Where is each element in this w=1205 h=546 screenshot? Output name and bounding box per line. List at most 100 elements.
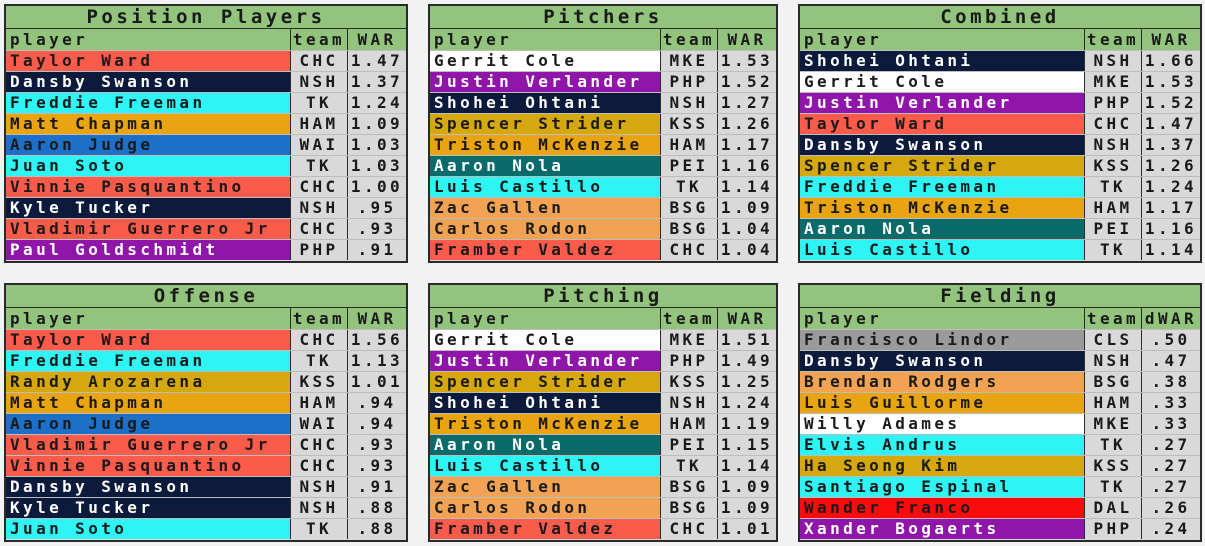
player-row: Aaron Nola PEI 1.16 <box>800 218 1200 239</box>
panel: Offense player team WAR Taylor Ward CHC 1.56 Fr… <box>4 283 408 542</box>
war: 1.52 <box>717 72 776 92</box>
player-name: Spencer Strider <box>430 114 660 134</box>
header-row: player team WAR <box>430 308 776 329</box>
player-row: Framber Valdez CHC 1.04 <box>430 239 776 260</box>
player-name: Vinnie Pasquantino <box>6 177 290 197</box>
table-body: Shohei Ohtani NSH 1.66 Gerrit Cole MKE 1.53 Ju… <box>800 50 1200 260</box>
player-name: Taylor Ward <box>6 51 290 71</box>
team: CHC <box>290 435 347 455</box>
player-row: Luis Castillo TK 1.14 <box>430 455 776 476</box>
player-row: Brendan Rodgers BSG .38 <box>800 371 1200 392</box>
column-header: team <box>290 29 347 50</box>
player-name: Taylor Ward <box>800 114 1084 134</box>
war: 1.16 <box>717 156 776 176</box>
team: PEI <box>660 156 717 176</box>
team: CHC <box>290 177 347 197</box>
war: 1.14 <box>717 177 776 197</box>
war: 1.09 <box>717 198 776 218</box>
player-row: Shohei Ohtani NSH 1.66 <box>800 50 1200 71</box>
war: .93 <box>347 219 406 239</box>
team: HAM <box>1084 198 1141 218</box>
team: KSS <box>660 372 717 392</box>
team: WAI <box>290 135 347 155</box>
column-header: WAR <box>347 308 406 329</box>
team: PHP <box>290 240 347 260</box>
player-name: Dansby Swanson <box>6 477 290 497</box>
player-row: Juan Soto TK .88 <box>6 518 406 539</box>
player-name: Aaron Judge <box>6 414 290 434</box>
player-name: Luis Guillorme <box>800 393 1084 413</box>
player-name: Randy Arozarena <box>6 372 290 392</box>
team: NSH <box>660 393 717 413</box>
column-header: WAR <box>717 29 776 50</box>
panel-title: Fielding <box>800 285 1200 308</box>
team: TK <box>660 456 717 476</box>
war: 1.37 <box>1141 135 1200 155</box>
team: CHC <box>290 456 347 476</box>
team: NSH <box>1084 135 1141 155</box>
war: 1.17 <box>1141 198 1200 218</box>
player-name: Spencer Strider <box>430 372 660 392</box>
column-header: player <box>10 30 89 49</box>
player-row: Justin Verlander PHP 1.49 <box>430 350 776 371</box>
player-row: Zac Gallen BSG 1.09 <box>430 476 776 497</box>
war: 1.03 <box>347 156 406 176</box>
player-row: Luis Castillo TK 1.14 <box>430 176 776 197</box>
player-row: Spencer Strider KSS 1.26 <box>430 113 776 134</box>
player-row: Matt Chapman HAM .94 <box>6 392 406 413</box>
war: 1.51 <box>717 330 776 350</box>
war: 1.03 <box>347 135 406 155</box>
table-body: Taylor Ward CHC 1.47 Dansby Swanson NSH 1.37 F… <box>6 50 406 260</box>
war: .91 <box>347 477 406 497</box>
column-header: player <box>434 309 513 328</box>
player-name: Triston McKenzie <box>430 135 660 155</box>
team: BSG <box>1084 372 1141 392</box>
team: PHP <box>660 351 717 371</box>
player-name: Zac Gallen <box>430 198 660 218</box>
player-name: Vinnie Pasquantino <box>6 456 290 476</box>
team: NSH <box>290 198 347 218</box>
player-name: Luis Castillo <box>430 456 660 476</box>
war: .38 <box>1141 372 1200 392</box>
player-name: Xander Bogaerts <box>800 519 1084 539</box>
war: .88 <box>347 498 406 518</box>
war: 1.49 <box>717 351 776 371</box>
war: .33 <box>1141 414 1200 434</box>
player-name: Gerrit Cole <box>800 72 1084 92</box>
panel: Combined player team WAR Shohei Ohtani NSH 1.6… <box>798 4 1202 263</box>
column-header: team <box>1084 308 1141 329</box>
war: 1.25 <box>717 372 776 392</box>
player-name: Francisco Lindor <box>800 330 1084 350</box>
player-row: Triston McKenzie HAM 1.17 <box>430 134 776 155</box>
team: PEI <box>660 435 717 455</box>
player-row: Aaron Judge WAI .94 <box>6 413 406 434</box>
header-row: player team WAR <box>6 308 406 329</box>
team: NSH <box>660 93 717 113</box>
player-row: Kyle Tucker NSH .95 <box>6 197 406 218</box>
player-row: Shohei Ohtani NSH 1.27 <box>430 92 776 113</box>
war: .27 <box>1141 435 1200 455</box>
player-row: Taylor Ward CHC 1.56 <box>6 329 406 350</box>
player-name: Gerrit Cole <box>430 51 660 71</box>
player-name: Triston McKenzie <box>800 198 1084 218</box>
team: BSG <box>660 219 717 239</box>
panel: Position Players player team WAR Taylor Ward… <box>4 4 408 263</box>
war: .33 <box>1141 393 1200 413</box>
player-row: Carlos Rodon BSG 1.09 <box>430 497 776 518</box>
player-name: Paul Goldschmidt <box>6 240 290 260</box>
team: BSG <box>660 498 717 518</box>
team: CHC <box>660 240 717 260</box>
team: NSH <box>1084 351 1141 371</box>
team: TK <box>1084 240 1141 260</box>
player-name: Shohei Ohtani <box>800 51 1084 71</box>
team: HAM <box>290 393 347 413</box>
player-row: Willy Adames MKE .33 <box>800 413 1200 434</box>
war: .50 <box>1141 330 1200 350</box>
war: 1.37 <box>347 72 406 92</box>
player-name: Kyle Tucker <box>6 498 290 518</box>
player-name: Matt Chapman <box>6 114 290 134</box>
war: 1.15 <box>717 435 776 455</box>
player-row: Gerrit Cole MKE 1.51 <box>430 329 776 350</box>
panel: Fielding player team dWAR Francisco Lindor CL… <box>798 283 1202 542</box>
player-name: Taylor Ward <box>6 330 290 350</box>
